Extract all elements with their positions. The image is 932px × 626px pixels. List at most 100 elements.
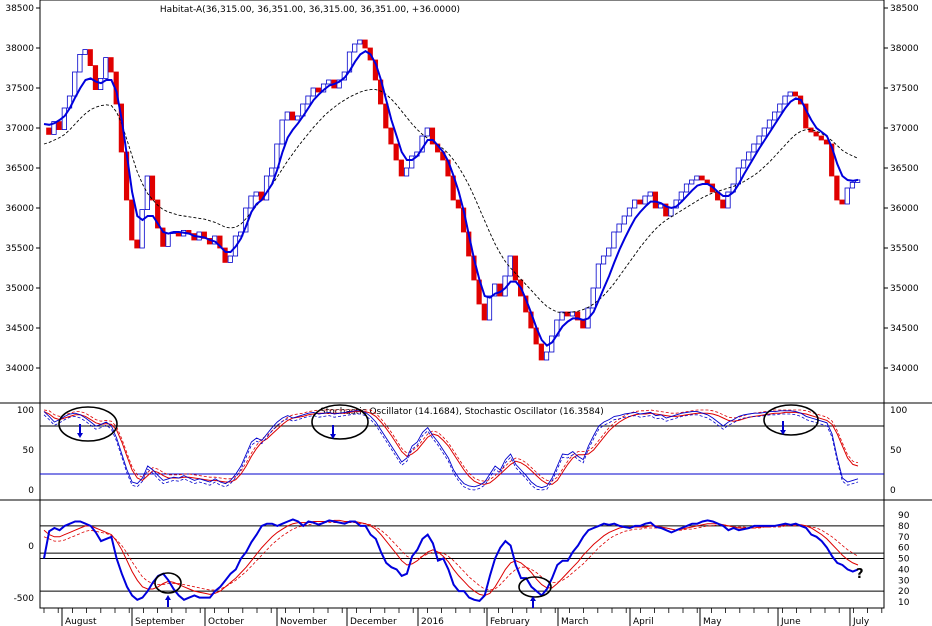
price-bar [580, 319, 586, 329]
price-bar [295, 115, 301, 121]
price-bar [559, 311, 565, 321]
price-bar [72, 71, 78, 97]
price-bar [289, 111, 296, 121]
price-bar [429, 127, 436, 145]
moving-average-line [43, 50, 859, 347]
y-tick-label: 10 [898, 598, 910, 608]
month-label: March [561, 617, 588, 626]
highlight-ellipse [58, 406, 118, 442]
oscillator-plot [40, 518, 884, 602]
month-label: November [280, 617, 327, 626]
price-bar [637, 199, 643, 205]
price-bar [155, 199, 161, 229]
price-bar [787, 91, 793, 97]
y-tick-label: 70 [898, 533, 910, 543]
price-bar [575, 311, 581, 321]
x-axis: August September October November December 20… [43, 608, 883, 626]
price-bar [284, 111, 290, 121]
price-bar [362, 39, 368, 49]
stochastic-plot [40, 409, 884, 491]
price-bar [839, 199, 845, 205]
price-bar [352, 43, 358, 53]
price-bar [834, 175, 840, 201]
y-tick-label: 60 [898, 544, 910, 554]
price-bar [217, 235, 223, 249]
price-bar [720, 199, 726, 209]
annotations [58, 404, 819, 608]
oscillator-signal-line [43, 519, 859, 597]
price-bar [813, 131, 819, 137]
up-arrow-head [530, 596, 536, 601]
price-bar [616, 223, 622, 233]
price-bar [792, 91, 798, 97]
price-chart-title: Habitat-A(36,315.00, 36,351.00, 36,315.0… [160, 5, 460, 15]
y-tick-label: 37000 [890, 124, 919, 134]
price-bar [595, 263, 601, 289]
y-tick-label: 37000 [5, 124, 34, 134]
highlight-ellipse [311, 404, 369, 440]
price-bar [600, 255, 607, 265]
price-bar [507, 255, 513, 277]
price-bar [777, 103, 783, 113]
price-bar [305, 95, 311, 105]
price-bar [160, 227, 166, 247]
y-tick-label: 38000 [5, 44, 34, 54]
y-tick-label: 38500 [5, 4, 34, 14]
price-bar [818, 135, 824, 141]
price-bar [455, 199, 461, 209]
y-tick-label: 35000 [5, 284, 34, 294]
y-tick-label: 38500 [890, 4, 919, 14]
y-tick-label: 80 [898, 522, 910, 532]
price-bar [409, 155, 415, 169]
price-bar [803, 103, 809, 129]
price-bar [248, 195, 254, 209]
price-bar [829, 143, 835, 177]
y-tick-label: 37500 [5, 84, 34, 94]
price-bar [746, 151, 752, 161]
price-bar [46, 127, 52, 135]
y-tick-label: 0 [28, 542, 34, 552]
question-mark-annotation: ? [856, 567, 864, 582]
price-bar [772, 111, 778, 121]
stochastic-fast-line [43, 410, 859, 489]
price-bar [486, 295, 493, 321]
y-tick-label: 0 [28, 486, 34, 496]
price-bar [253, 191, 259, 197]
price-bar [756, 135, 762, 145]
y-tick-label: -500 [14, 594, 35, 604]
panel-frames [0, 0, 932, 609]
price-bar [642, 195, 648, 205]
month-label: February [490, 617, 531, 626]
price-bar [626, 207, 633, 217]
price-bar [725, 191, 731, 209]
price-bar [621, 215, 627, 225]
price-bar [761, 127, 767, 137]
price-bar [77, 54, 83, 73]
y-tick-label: 36500 [890, 164, 919, 174]
oscillator-signal-dashed-line [43, 522, 859, 591]
price-bar [689, 179, 695, 185]
month-label: 2016 [421, 617, 444, 626]
y-tick-label: 35000 [890, 284, 919, 294]
price-bar [647, 191, 653, 197]
y-tick-label: 36500 [5, 164, 34, 174]
y-tick-label: 100 [890, 406, 907, 416]
price-bar [103, 57, 109, 79]
price-bar [652, 191, 659, 209]
long-moving-average-line [43, 89, 859, 314]
y-tick-label: 20 [898, 587, 910, 597]
month-label: September [135, 617, 185, 626]
price-bar [398, 159, 404, 177]
price-bar [129, 199, 135, 241]
price-bar [388, 127, 394, 145]
y-tick-label: 36000 [890, 204, 919, 214]
y-tick-label: 100 [17, 406, 34, 416]
highlight-ellipse [154, 572, 182, 594]
down-arrow-head [330, 434, 336, 439]
up-arrow-head [165, 595, 171, 600]
price-bar [269, 167, 275, 177]
y-tick-label: 38000 [890, 44, 919, 54]
price-bar [227, 255, 233, 263]
price-bar [87, 49, 93, 66]
month-label: April [633, 617, 654, 626]
